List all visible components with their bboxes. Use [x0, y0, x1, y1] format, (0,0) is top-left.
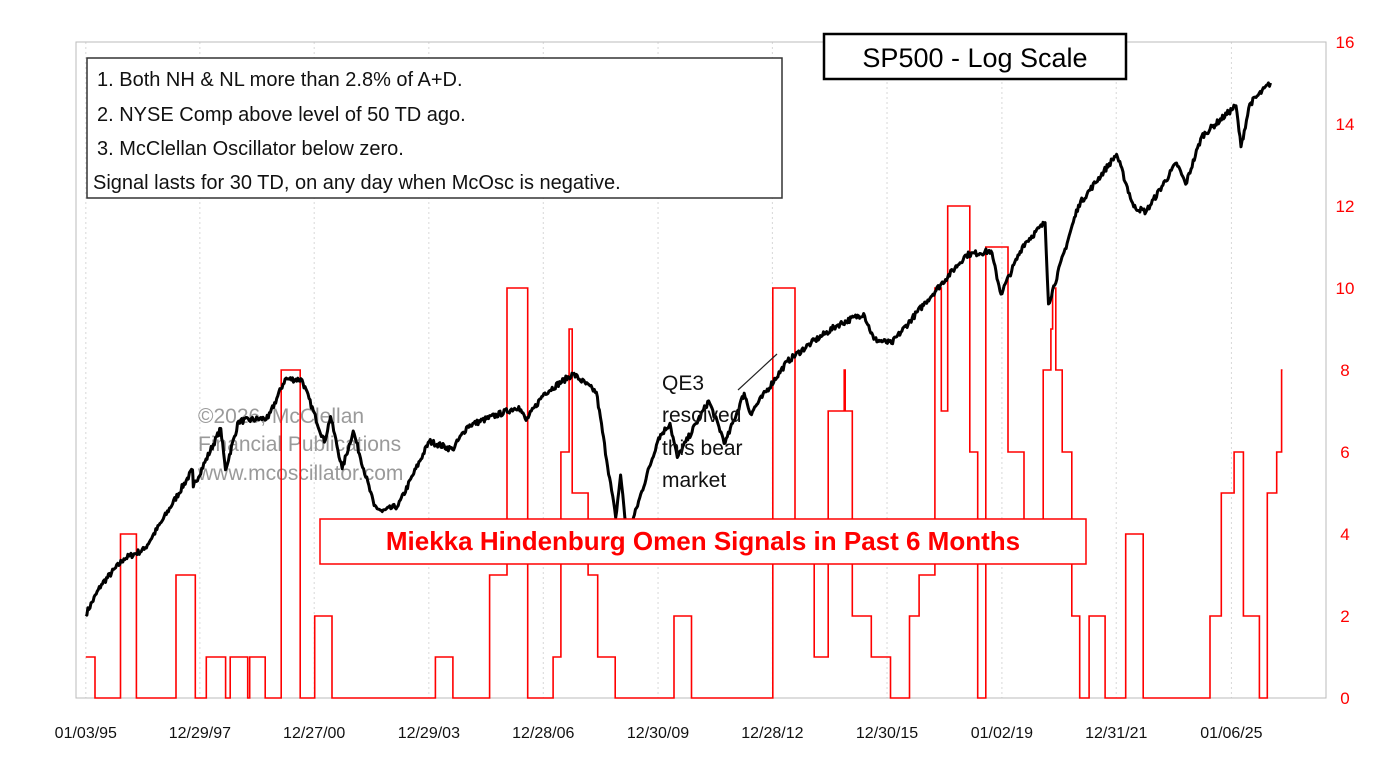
- x-axis-tick-labels: 01/03/95 12/29/97 12/27/00 12/29/03 12/28/06…: [55, 725, 1263, 742]
- signal-series-line: [85, 205, 1283, 699]
- criteria-line-4: Signal lasts for 30 TD, on any day when …: [93, 172, 621, 194]
- signal-title: Miekka Hindenburg Omen Signals in Past 6…: [386, 526, 1020, 556]
- qe3-annotation: QE3 resolved this bear market: [662, 353, 778, 492]
- y-tick-label-12: 12: [1336, 197, 1355, 216]
- x-tick-label-10: 01/06/25: [1200, 725, 1262, 742]
- criteria-box: 1. Both NH & NL more than 2.8% of A+D. 2…: [86, 57, 783, 199]
- y-tick-label-8: 8: [1340, 361, 1349, 380]
- criteria-line-2: 2. NYSE Comp above level of 50 TD ago.: [97, 104, 466, 126]
- y-tick-label-10: 10: [1336, 279, 1355, 298]
- x-tick-label-9: 12/31/21: [1085, 725, 1147, 742]
- signal-title-frame: [319, 518, 1087, 565]
- criteria-line-1: 1. Both NH & NL more than 2.8% of A+D.: [97, 69, 463, 91]
- x-tick-label-8: 01/02/19: [971, 725, 1033, 742]
- y-tick-label-6: 6: [1340, 443, 1349, 462]
- criteria-box-frame: [86, 57, 783, 199]
- x-tick-label-7: 12/30/15: [856, 725, 918, 742]
- annotation-pointer: [737, 353, 778, 391]
- x-tick-label-1: 12/29/97: [169, 725, 231, 742]
- chart-title: SP500 - Log Scale: [862, 43, 1087, 73]
- x-tick-label-6: 12/28/12: [741, 725, 803, 742]
- x-tick-label-5: 12/30/09: [627, 725, 689, 742]
- title-box-frame: [822, 32, 1128, 81]
- x-tick-label-2: 12/27/00: [283, 725, 345, 742]
- y-tick-label-16: 16: [1336, 33, 1355, 52]
- x-tick-label-3: 12/29/03: [398, 725, 460, 742]
- y-tick-label-4: 4: [1340, 525, 1349, 544]
- annotation-line-2: resolved: [662, 404, 741, 427]
- x-tick-label-4: 12/28/06: [512, 725, 574, 742]
- title-box: SP500 - Log Scale: [822, 32, 1128, 81]
- y-tick-label-0: 0: [1340, 689, 1349, 708]
- x-tick-label-0: 01/03/95: [55, 725, 117, 742]
- annotation-line-4: market: [662, 469, 726, 492]
- right-axis-tick-labels: 0 2 4 6 8 10 12 14 16: [1336, 33, 1355, 708]
- annotation-line-1: QE3: [662, 372, 704, 395]
- sp500-series-line: [84, 81, 1272, 617]
- y-tick-label-14: 14: [1336, 115, 1355, 134]
- annotation-line-3: this bear: [662, 437, 743, 460]
- signal-title-box: Miekka Hindenburg Omen Signals in Past 6…: [319, 518, 1087, 565]
- y-tick-label-2: 2: [1340, 607, 1349, 626]
- criteria-line-3: 3. McClellan Oscillator below zero.: [97, 138, 404, 160]
